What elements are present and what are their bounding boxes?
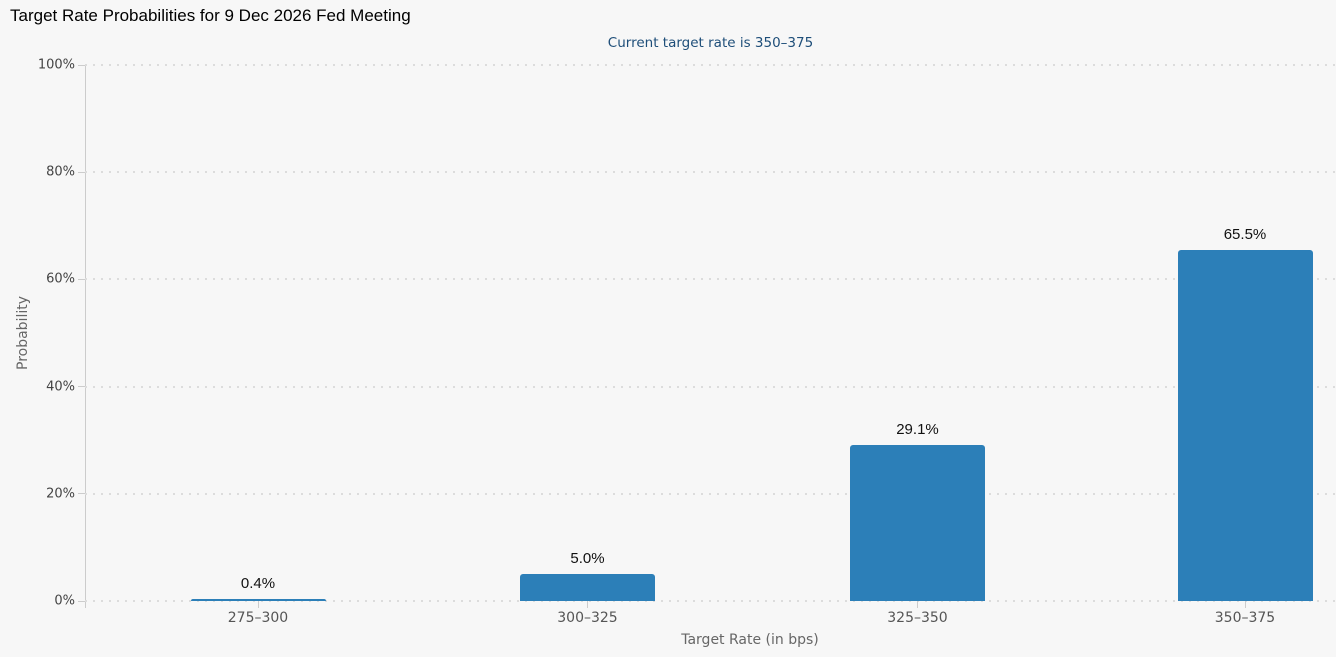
y-axis-tick — [78, 278, 85, 280]
x-category-label: 350–375 — [1214, 610, 1276, 626]
probability-bar[interactable] — [1177, 249, 1313, 601]
x-axis-tick — [587, 601, 588, 608]
gridline — [85, 171, 1336, 174]
y-tick-label: 0% — [54, 593, 75, 609]
y-axis-tick — [78, 600, 85, 602]
x-category-label: 300–325 — [557, 610, 618, 626]
probability-bar[interactable] — [520, 574, 655, 601]
bar-value-label: 65.5% — [1223, 225, 1267, 243]
plot-area: 0% 20% 40% 60% 80% 100% 0.4% 275–300 5.0% 300–325… — [38, 58, 1336, 626]
y-axis-tick — [78, 64, 85, 66]
gridline — [85, 64, 1336, 66]
gridline — [85, 385, 1336, 388]
x-axis-tick — [257, 601, 259, 608]
x-axis-tick — [917, 601, 918, 608]
gridline — [85, 278, 1336, 281]
y-axis-line — [85, 65, 86, 608]
y-tick-label: 60% — [46, 271, 75, 287]
gridline — [85, 492, 1336, 495]
probability-bar[interactable] — [850, 445, 985, 601]
gridline — [85, 600, 1336, 602]
y-axis-tick — [78, 493, 85, 495]
chart-title: Target Rate Probabilities for 9 Dec 2026… — [10, 6, 411, 25]
bar-value-label: 0.4% — [240, 574, 276, 592]
x-category-label: 275–300 — [227, 610, 289, 626]
y-tick-label: 100% — [37, 57, 75, 73]
x-axis-title: Target Rate (in bps) — [681, 632, 819, 648]
y-tick-label: 40% — [46, 379, 75, 395]
bar-value-label: 5.0% — [570, 550, 605, 568]
chart-subtitle: Current target rate is 350–375 — [607, 35, 814, 51]
y-tick-label: 80% — [46, 164, 75, 180]
x-category-label: 325–350 — [887, 610, 948, 626]
probability-bar[interactable] — [190, 598, 326, 601]
y-axis-title: Probability — [15, 295, 31, 371]
x-axis-tick — [1244, 601, 1246, 608]
y-axis-tick — [78, 171, 85, 173]
y-axis-tick — [78, 386, 85, 388]
bar-value-label: 29.1% — [896, 421, 939, 439]
y-tick-label: 20% — [46, 486, 75, 502]
